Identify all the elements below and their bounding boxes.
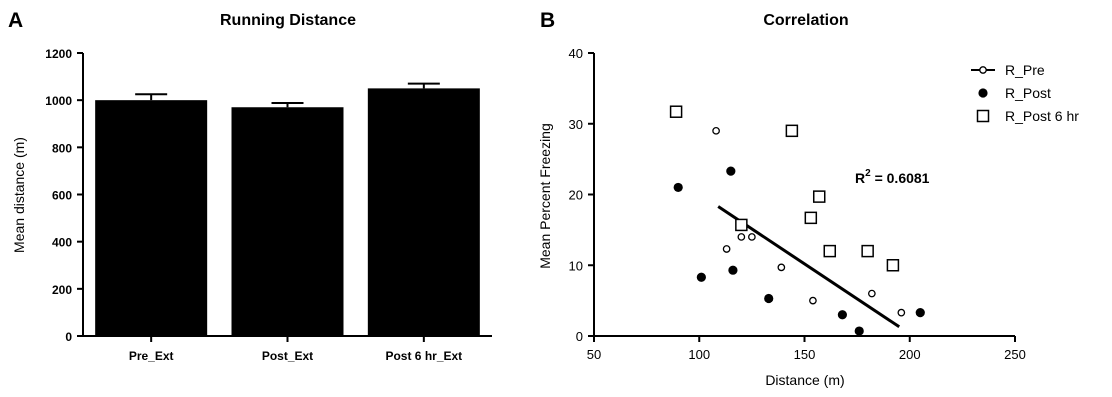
legend-marker-filled-circle — [978, 88, 988, 98]
data-point-open-circle — [868, 289, 876, 298]
x-tick-label-a: Post 6 hr_Ext — [385, 349, 462, 363]
r-squared-prefix: R — [855, 170, 865, 186]
r-squared-annotation: R2 = 0.6081 — [855, 168, 930, 186]
data-point-open-square — [785, 124, 799, 138]
data-point-open-circle — [809, 296, 817, 305]
legend-label: R_Post — [1005, 85, 1051, 101]
r-squared-superscript: 2 — [865, 168, 871, 179]
y-tick-label-b: 10 — [569, 258, 583, 273]
data-point-open-square — [886, 259, 900, 272]
data-point-open-circle — [748, 233, 756, 241]
panel-letter-b: B — [540, 9, 555, 32]
panel-letter-a: A — [8, 9, 23, 32]
data-point-open-circle — [722, 245, 731, 253]
y-tick-label-a: 600 — [52, 189, 72, 203]
regression-line — [717, 205, 901, 329]
legend-marker-open-square — [976, 109, 990, 123]
data-point-filled-circle — [696, 272, 706, 282]
legend-marker-open-circle — [979, 66, 987, 74]
x-tick-label-b: 50 — [587, 347, 601, 362]
data-point-filled-circle — [728, 265, 738, 275]
bar-a — [95, 100, 208, 337]
chart-title-b: Correlation — [763, 12, 848, 29]
data-point-open-circle — [712, 126, 720, 135]
chart-title-a: Running Distance — [220, 12, 356, 29]
y-tick-label-a: 200 — [52, 283, 72, 297]
x-tick-label-b: 250 — [1004, 347, 1026, 362]
data-point-filled-circle — [764, 293, 774, 304]
data-point-filled-circle — [726, 166, 736, 176]
y-tick-label-a: 0 — [65, 330, 72, 344]
x-axis-label-b: Distance (m) — [765, 372, 844, 388]
x-tick-label-b: 100 — [688, 347, 710, 362]
data-point-open-square — [861, 244, 874, 258]
x-tick-label-a: Pre_Ext — [129, 349, 174, 363]
y-tick-label-b: 0 — [576, 329, 583, 344]
data-point-filled-circle — [915, 308, 925, 318]
y-tick-label-a: 1200 — [45, 47, 72, 61]
data-point-open-circle — [737, 233, 746, 241]
y-axis-label-a: Mean distance (m) — [11, 137, 27, 253]
bar-chart-running-distance: 0 200 400 600 800 1000 1200 Pre_Ext Post_Ext Post… — [45, 47, 492, 363]
data-point-open-square — [812, 190, 826, 203]
data-point-open-square — [823, 244, 837, 258]
y-tick-label-a: 800 — [52, 141, 72, 155]
data-point-open-circle — [897, 308, 906, 317]
y-tick-label-b: 40 — [569, 46, 583, 61]
data-point-open-square — [804, 211, 818, 225]
y-tick-label-b: 20 — [569, 188, 583, 203]
bar-a — [367, 88, 480, 336]
bar-a — [231, 107, 344, 336]
x-tick-label-b: 150 — [794, 347, 816, 362]
data-point-open-square — [669, 105, 683, 118]
data-point-filled-circle — [854, 326, 864, 336]
y-tick-label-a: 1000 — [45, 94, 72, 108]
legend-label: R_Post 6 hr — [1005, 108, 1079, 124]
y-tick-label-a: 400 — [52, 236, 72, 250]
data-point-open-square — [735, 218, 748, 232]
scatter-chart-correlation: 0 10 20 30 40 50 100 150 200 250 R_Pre R_Post R_Post… — [569, 46, 1080, 362]
data-point-filled-circle — [837, 310, 847, 320]
data-point-filled-circle — [673, 182, 683, 193]
legend-label: R_Pre — [1005, 62, 1045, 78]
data-point-open-circle — [777, 263, 786, 272]
x-tick-label-a: Post_Ext — [262, 349, 313, 363]
y-axis-label-b: Mean Percent Freezing — [537, 123, 553, 269]
y-tick-label-b: 30 — [569, 117, 583, 132]
x-tick-label-b: 200 — [899, 347, 921, 362]
r-squared-value: = 0.6081 — [871, 170, 930, 186]
